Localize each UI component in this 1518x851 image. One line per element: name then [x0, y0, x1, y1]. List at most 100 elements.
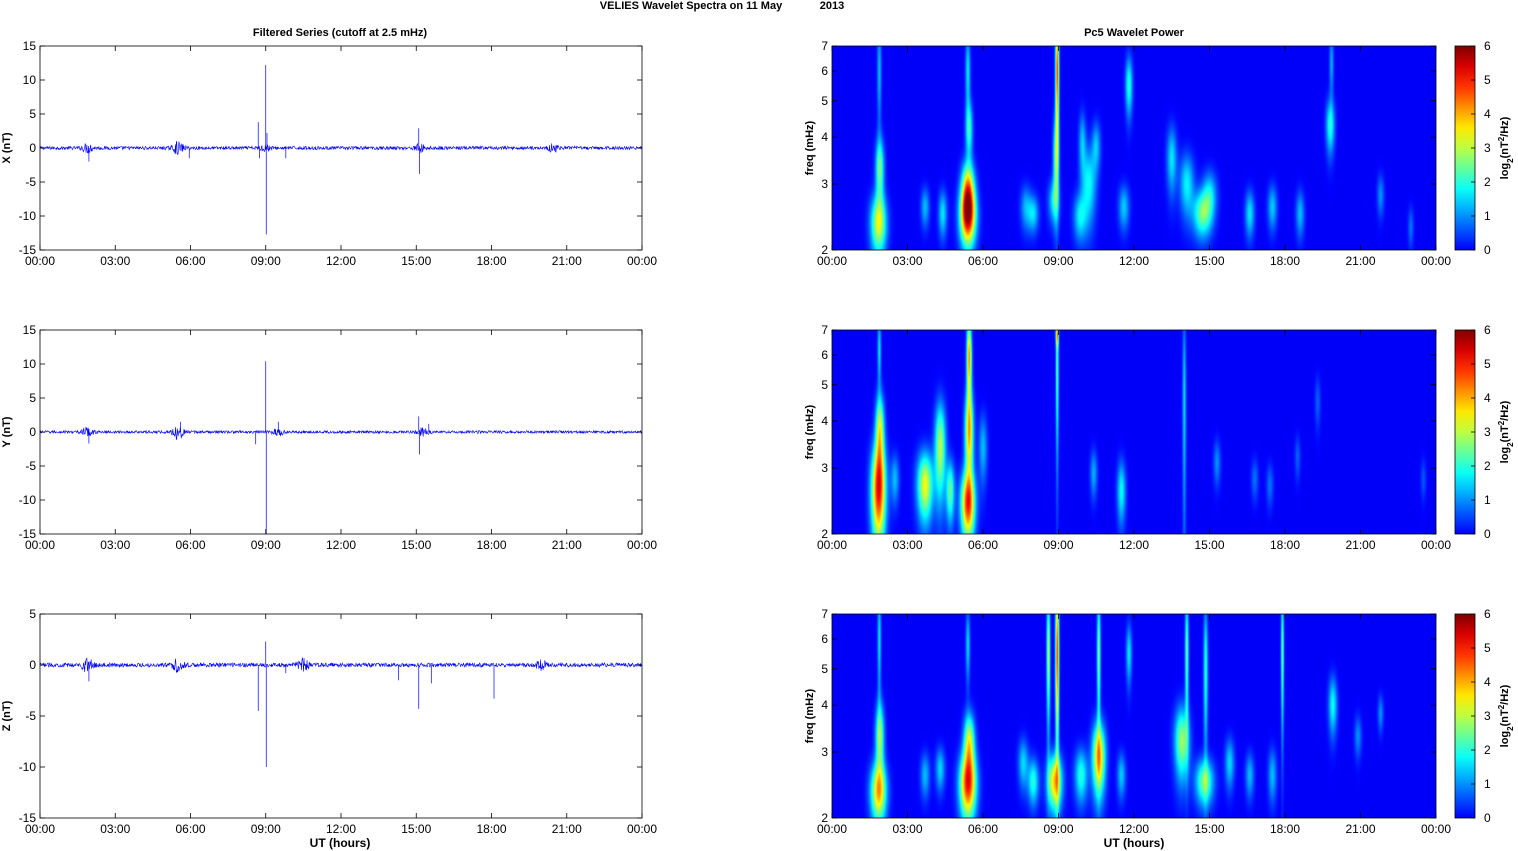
x-tick-label: 00:00: [817, 822, 847, 836]
panel-x-wavelet-power: 2 3 4 5 6 7 00:00 03:00 06:00 09:00 12:00 15:00 18:0…: [804, 39, 1515, 268]
colorbar-label: log2(nT2/Hz): [1497, 116, 1515, 179]
panel-y-series: -15 -10 -5 0 5 10 15 00:00 03:00 06:00 09:00 12:00 1…: [1, 323, 657, 552]
colorbar-tick-label: 2: [1484, 175, 1491, 189]
y-tick-label: 5: [29, 107, 36, 121]
y-tick-label: 7: [821, 607, 828, 621]
colorbar-tick-label: 0: [1484, 811, 1491, 825]
colorbar-tick-label: 5: [1484, 73, 1491, 87]
x-tick-label: 09:00: [1043, 822, 1073, 836]
x-tick-label: 06:00: [175, 822, 205, 836]
colorbar-tick-label: 6: [1484, 39, 1491, 53]
colorbar-tick-label: 0: [1484, 243, 1491, 257]
y-tick-label: 2: [821, 811, 828, 825]
series-trace: [39, 656, 643, 673]
y-tick-label: 5: [821, 378, 828, 392]
y-tick-label: -10: [19, 209, 37, 223]
x-tick-label: 00:00: [1421, 538, 1451, 552]
y-tick-label: 5: [821, 94, 828, 108]
x-tick-label: 12:00: [1119, 822, 1149, 836]
y-tick-label: 2: [821, 243, 828, 257]
y-tick-label: 6: [821, 64, 828, 78]
x-tick-label: 12:00: [326, 822, 356, 836]
panel-z-wavelet-power: 2 3 4 5 6 7 00:00 03:00 06:00 09:00 12:00 15:00 18:0…: [804, 607, 1515, 836]
colorbar-tick-label: 2: [1484, 459, 1491, 473]
x-tick-label: 12:00: [1119, 538, 1149, 552]
y-tick-label: -5: [25, 459, 36, 473]
wavelet-power-image: [832, 330, 1436, 534]
x-tick-label: 09:00: [1043, 254, 1073, 268]
x-tick-label: 09:00: [1043, 538, 1073, 552]
colorbar-tick-label: 1: [1484, 493, 1491, 507]
x-tick-label: 15:00: [401, 822, 431, 836]
x-tick-label: 03:00: [100, 538, 130, 552]
panel-x-series: -15 -10 -5 0 5 10 15 00:00 03:00 06:00 09:00 12:00 1…: [1, 39, 657, 268]
x-tick-label: 00:00: [1421, 254, 1451, 268]
y-tick-label: 4: [821, 414, 828, 428]
x-tick-label: 18:00: [1270, 254, 1300, 268]
y-tick-label: 10: [23, 73, 37, 87]
x-tick-label: 12:00: [326, 538, 356, 552]
x-tick-label: 12:00: [1119, 254, 1149, 268]
figure-title-year: 2013: [820, 0, 844, 12]
colorbar-tick-label: 4: [1484, 675, 1491, 689]
x-tick-label: 18:00: [1270, 822, 1300, 836]
y-tick-label: 6: [821, 348, 828, 362]
y-tick-label: -10: [19, 760, 37, 774]
colorbar-label: log2(nT2/Hz): [1497, 400, 1515, 463]
y-tick-label: -5: [25, 709, 36, 723]
x-tick-label: 00:00: [1421, 822, 1451, 836]
x-tick-label: 12:00: [326, 254, 356, 268]
x-tick-label: 00:00: [817, 254, 847, 268]
y-axis-label: Z (nT): [1, 700, 13, 731]
x-tick-label: 03:00: [892, 538, 922, 552]
y-tick-label: 3: [821, 745, 828, 759]
x-tick-label: 00:00: [627, 538, 657, 552]
right-column-title: Pc5 Wavelet Power: [1084, 27, 1185, 39]
y-tick-label: -15: [19, 527, 37, 541]
x-tick-label: 15:00: [401, 254, 431, 268]
y-axis-label: Y (nT): [1, 416, 13, 447]
colorbar-tick-label: 6: [1484, 607, 1491, 621]
left-column-title: Filtered Series (cutoff at 2.5 mHz): [253, 27, 428, 39]
colorbar-tick-label: 4: [1484, 391, 1491, 405]
y-tick-label: 15: [23, 323, 37, 337]
x-tick-label: 21:00: [552, 254, 582, 268]
y-tick-label: 2: [821, 527, 828, 541]
panel-z-series: -15 -10 -5 0 5 00:00 03:00 06:00 09:00 12:00 15:00…: [1, 607, 657, 836]
x-axis-label-left: UT (hours): [310, 836, 371, 850]
x-tick-label: 15:00: [1194, 538, 1224, 552]
y-tick-label: 3: [821, 177, 828, 191]
x-tick-label: 21:00: [1345, 822, 1375, 836]
colorbar-tick-label: 0: [1484, 527, 1491, 541]
x-tick-label: 18:00: [476, 254, 506, 268]
x-tick-label: 00:00: [817, 538, 847, 552]
y-tick-label: 5: [29, 391, 36, 405]
y-tick-label: -10: [19, 493, 37, 507]
wavelet-power-image: [832, 46, 1436, 250]
x-tick-label: 03:00: [100, 822, 130, 836]
y-tick-label: 3: [821, 461, 828, 475]
series-trace: [39, 426, 643, 440]
x-tick-label: 18:00: [1270, 538, 1300, 552]
colorbar-tick-label: 4: [1484, 107, 1491, 121]
y-tick-label: -15: [19, 243, 37, 257]
x-tick-label: 06:00: [175, 538, 205, 552]
y-tick-label: 7: [821, 39, 828, 53]
plot-area: [40, 614, 642, 818]
colorbar-tick-label: 2: [1484, 743, 1491, 757]
y-tick-label: 0: [29, 425, 36, 439]
x-tick-label: 09:00: [251, 254, 281, 268]
x-tick-label: 06:00: [968, 254, 998, 268]
x-tick-label: 06:00: [968, 822, 998, 836]
colorbar-tick-label: 3: [1484, 425, 1491, 439]
y-tick-label: 5: [821, 662, 828, 676]
wavelet-power-image: [832, 614, 1436, 818]
colorbar-tick-label: 3: [1484, 141, 1491, 155]
figure-title: VELIES Wavelet Spectra on 11 May: [600, 0, 783, 12]
y-axis-label: freq (mHz): [804, 120, 816, 175]
x-tick-label: 06:00: [175, 254, 205, 268]
y-tick-label: -5: [25, 175, 36, 189]
y-tick-label: 15: [23, 39, 37, 53]
x-tick-label: 03:00: [892, 254, 922, 268]
x-tick-label: 21:00: [1345, 538, 1375, 552]
